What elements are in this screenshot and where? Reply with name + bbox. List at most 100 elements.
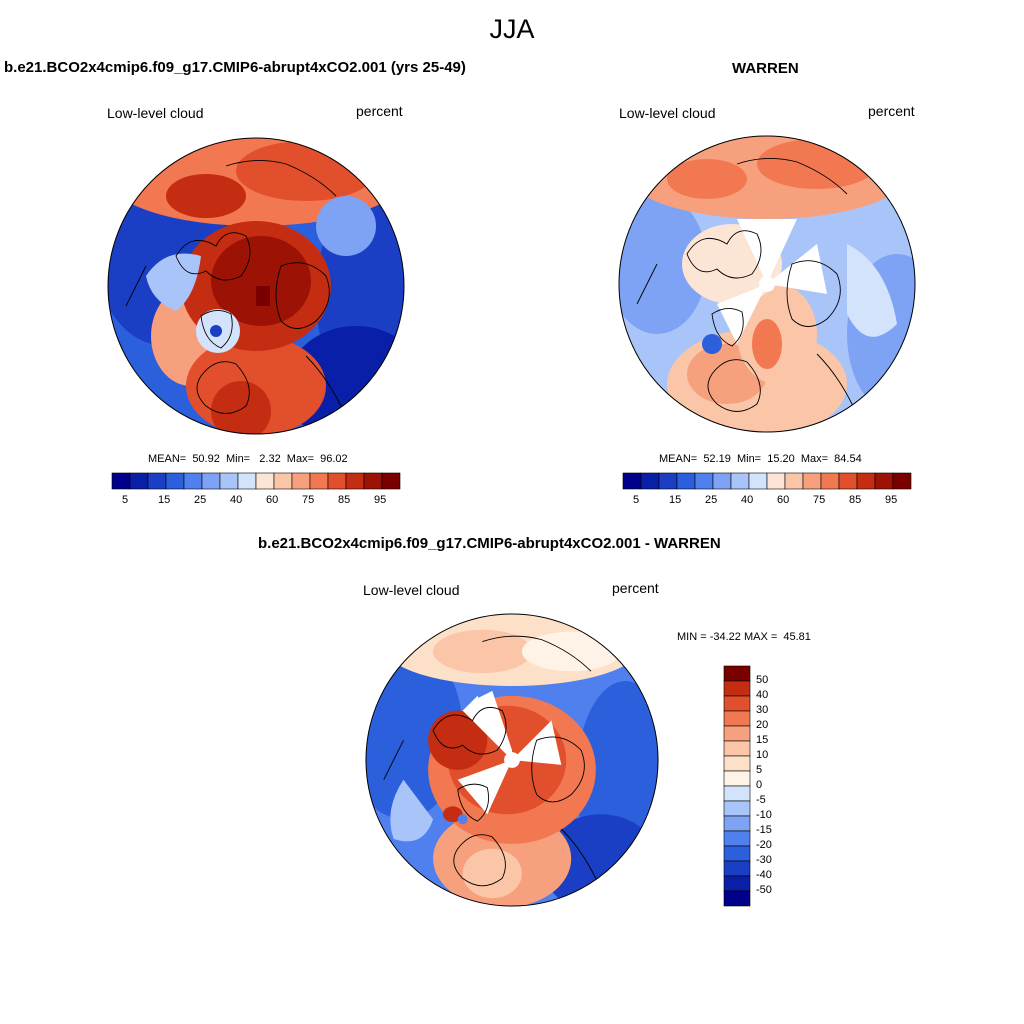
colorbar-swatch: [723, 740, 751, 757]
colorbar-swatch: [820, 472, 840, 490]
colorbar-swatch: [273, 472, 293, 490]
colorbar-swatch: [723, 725, 751, 742]
colorbar-swatch: [838, 472, 858, 490]
colorbar-swatch: [255, 472, 275, 490]
colorbar-tick: 40: [741, 494, 754, 506]
colorbar-tick: 20: [756, 719, 769, 731]
colorbar-swatch: [363, 472, 383, 490]
colorbar-swatch: [640, 472, 660, 490]
colorbar-tick: 5: [633, 494, 640, 506]
colorbar-tick: -10: [756, 809, 772, 821]
colorbar-tick: 15: [669, 494, 682, 506]
panel-obs-units-label: percent: [868, 103, 915, 119]
panel-model-variable-label: Low-level cloud: [107, 105, 204, 121]
colorbar-tick: 50: [756, 674, 769, 686]
colorbar-model-ticks: 5 15 25 40 60 75 85 95: [112, 494, 400, 510]
colorbar-diff-ticks: 50 40 30 20 15 10 5 0 -5 -10 -15 -20 -30…: [756, 666, 796, 906]
colorbar-swatch: [723, 800, 751, 817]
colorbar-tick: 30: [756, 704, 769, 716]
panel-title-model: b.e21.BCO2x4cmip6.f09_g17.CMIP6-abrupt4x…: [4, 59, 466, 76]
colorbar-tick: 95: [374, 494, 387, 506]
colorbar-tick: 60: [777, 494, 790, 506]
panel-obs-stats: MEAN= 52.19 Min= 15.20 Max= 84.54: [659, 453, 862, 465]
colorbar-swatch: [723, 845, 751, 862]
colorbar-tick: 25: [705, 494, 718, 506]
colorbar-tick: -5: [756, 794, 766, 806]
colorbar-swatch: [723, 830, 751, 847]
colorbar-tick: 75: [302, 494, 315, 506]
colorbar-tick: 95: [885, 494, 898, 506]
colorbar-tick: 25: [194, 494, 207, 506]
colorbar-model: [111, 472, 401, 490]
colorbar-swatch: [219, 472, 239, 490]
colorbar-swatch: [381, 472, 401, 490]
colorbar-swatch: [730, 472, 750, 490]
colorbar-obs: [622, 472, 912, 490]
colorbar-swatch: [892, 472, 912, 490]
colorbar-tick: 40: [756, 689, 769, 701]
colorbar-tick: 75: [813, 494, 826, 506]
colorbar-swatch: [874, 472, 894, 490]
colorbar-tick: 60: [266, 494, 279, 506]
colorbar-tick: -30: [756, 854, 772, 866]
colorbar-diff: [723, 665, 751, 907]
colorbar-swatch: [345, 472, 365, 490]
colorbar-swatch: [111, 472, 131, 490]
colorbar-tick: 0: [756, 779, 763, 791]
colorbar-swatch: [183, 472, 203, 490]
colorbar-swatch: [723, 710, 751, 727]
colorbar-tick: 40: [230, 494, 243, 506]
panel-diff-units-label: percent: [612, 580, 659, 596]
polar-map-model: [107, 137, 405, 435]
colorbar-tick: 15: [158, 494, 171, 506]
colorbar-swatch: [723, 695, 751, 712]
colorbar-swatch: [723, 815, 751, 832]
colorbar-swatch: [694, 472, 714, 490]
polar-map-diff: [365, 613, 659, 907]
panel-model-stats: MEAN= 50.92 Min= 2.32 Max= 96.02: [148, 453, 348, 465]
colorbar-swatch: [766, 472, 786, 490]
colorbar-tick: 5: [756, 764, 763, 776]
colorbar-tick: 15: [756, 734, 769, 746]
colorbar-tick: 85: [338, 494, 351, 506]
colorbar-swatch: [309, 472, 329, 490]
colorbar-swatch: [658, 472, 678, 490]
colorbar-swatch: [723, 770, 751, 787]
colorbar-swatch: [748, 472, 768, 490]
colorbar-swatch: [165, 472, 185, 490]
colorbar-swatch: [129, 472, 149, 490]
colorbar-swatch: [676, 472, 696, 490]
colorbar-obs-ticks: 5 15 25 40 60 75 85 95: [623, 494, 911, 510]
colorbar-swatch: [327, 472, 347, 490]
colorbar-tick: 5: [122, 494, 129, 506]
colorbar-swatch: [723, 875, 751, 892]
colorbar-swatch: [802, 472, 822, 490]
colorbar-swatch: [723, 665, 751, 682]
figure-title: JJA: [489, 14, 535, 44]
colorbar-swatch: [723, 860, 751, 877]
panel-diff-variable-label: Low-level cloud: [363, 582, 460, 598]
colorbar-tick: -20: [756, 839, 772, 851]
colorbar-swatch: [622, 472, 642, 490]
colorbar-swatch: [723, 890, 751, 907]
colorbar-swatch: [723, 755, 751, 772]
colorbar-tick: 85: [849, 494, 862, 506]
colorbar-swatch: [237, 472, 257, 490]
colorbar-swatch: [201, 472, 221, 490]
panel-title-diff: b.e21.BCO2x4cmip6.f09_g17.CMIP6-abrupt4x…: [258, 535, 721, 552]
panel-obs-variable-label: Low-level cloud: [619, 105, 716, 121]
colorbar-swatch: [291, 472, 311, 490]
panel-title-obs: WARREN: [732, 60, 799, 77]
colorbar-tick: -15: [756, 824, 772, 836]
colorbar-swatch: [723, 785, 751, 802]
colorbar-swatch: [147, 472, 167, 490]
panel-diff-stats: MIN = -34.22 MAX = 45.81: [677, 631, 811, 643]
colorbar-tick: -50: [756, 884, 772, 896]
colorbar-tick: 10: [756, 749, 769, 761]
colorbar-swatch: [856, 472, 876, 490]
colorbar-swatch: [723, 680, 751, 697]
colorbar-swatch: [712, 472, 732, 490]
panel-model-units-label: percent: [356, 103, 403, 119]
colorbar-swatch: [784, 472, 804, 490]
polar-map-obs: [618, 135, 916, 433]
